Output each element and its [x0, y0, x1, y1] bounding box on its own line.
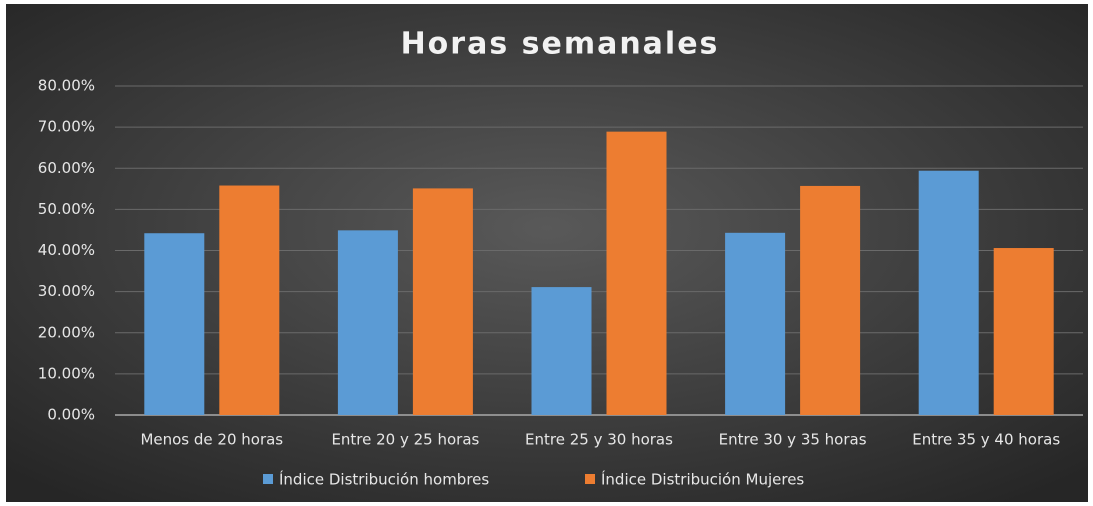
- x-tick-label: Entre 25 y 30 horas: [525, 431, 673, 449]
- y-tick-label: 70.00%: [38, 118, 95, 136]
- bar: [144, 233, 205, 415]
- bar: [412, 188, 473, 415]
- x-tick-label: Menos de 20 horas: [140, 431, 283, 449]
- legend-label: Índice Distribución hombres: [279, 470, 489, 489]
- x-tick-label: Entre 35 y 40 horas: [912, 431, 1060, 449]
- bar: [606, 131, 667, 415]
- y-tick-label: 60.00%: [38, 159, 95, 177]
- legend-swatch: [585, 474, 595, 484]
- y-tick-label: 30.00%: [38, 282, 95, 300]
- legend-label: Índice Distribución Mujeres: [601, 470, 804, 489]
- x-tick-label: Entre 30 y 35 horas: [719, 431, 867, 449]
- x-tick-label: Entre 20 y 25 horas: [331, 431, 479, 449]
- y-tick-label: 80.00%: [38, 77, 95, 95]
- y-tick-label: 50.00%: [38, 200, 95, 218]
- bar: [993, 248, 1054, 415]
- y-tick-label: 40.00%: [38, 241, 95, 259]
- bar: [918, 170, 979, 415]
- chart-title: Horas semanales: [401, 27, 720, 62]
- bar: [725, 232, 786, 415]
- bar: [219, 185, 280, 415]
- bar: [337, 230, 398, 415]
- bar: [531, 287, 592, 415]
- y-tick-label: 20.00%: [38, 323, 95, 341]
- legend-swatch: [263, 474, 273, 484]
- bar: [800, 185, 861, 415]
- y-tick-label: 0.00%: [47, 406, 95, 424]
- y-tick-label: 10.00%: [38, 364, 95, 382]
